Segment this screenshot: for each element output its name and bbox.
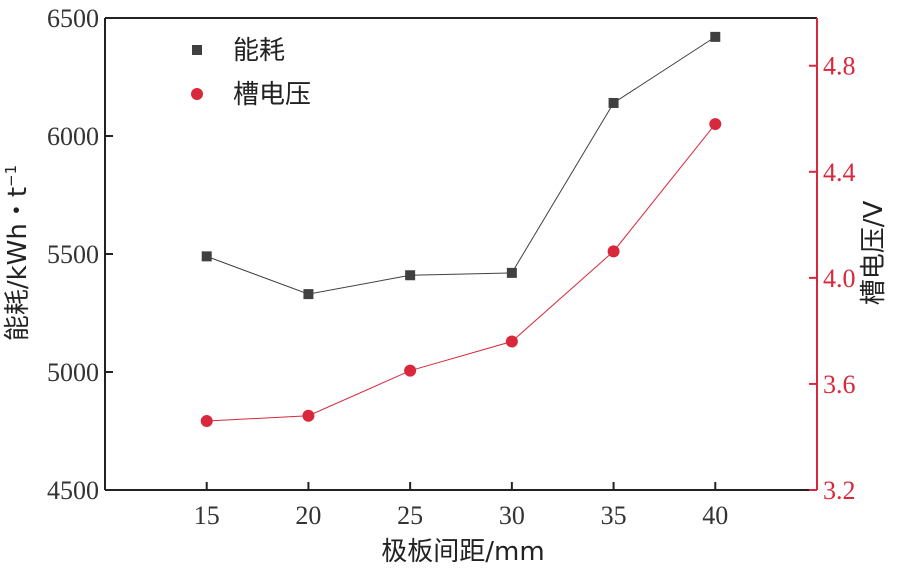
series-layer <box>200 31 722 428</box>
right-tick-label: 3.2 <box>823 476 856 505</box>
right-tick-label: 4.0 <box>823 264 856 293</box>
left-tick-label: 6000 <box>47 122 99 151</box>
voltage-series-line <box>206 123 716 422</box>
right-tick-label: 4.8 <box>823 52 856 81</box>
right-y-axis: 3.2 3.6 4.0 4.4 4.8 <box>809 18 856 505</box>
energy-series-line <box>206 36 716 295</box>
x-tick-label: 15 <box>194 501 220 530</box>
energy-data-point <box>608 97 619 108</box>
left-axis-title-group: 能耗/kWh・t−1 <box>2 165 33 341</box>
voltage-data-point <box>404 364 417 377</box>
voltage-data-point <box>709 118 722 131</box>
x-tick-label: 40 <box>702 501 728 530</box>
voltage-data-point <box>302 409 315 422</box>
x-tick-label: 20 <box>295 501 321 530</box>
energy-data-point <box>710 31 721 42</box>
left-axis-title: 能耗/kWh・t−1 <box>2 165 33 341</box>
x-axis-title: 极板间距/mm <box>381 537 544 567</box>
left-tick-label: 5500 <box>47 240 99 269</box>
legend-voltage-marker <box>191 88 203 100</box>
left-y-axis: 4500 5000 5500 6000 6500 <box>47 4 113 505</box>
voltage-data-point <box>200 415 213 428</box>
x-tick-label: 30 <box>499 501 525 530</box>
left-axis-title-superscript: −1 <box>2 165 20 187</box>
right-tick-label: 4.4 <box>823 158 856 187</box>
energy-data-point <box>506 267 517 278</box>
energy-data-point <box>201 251 212 262</box>
left-tick-label: 5000 <box>47 358 99 387</box>
left-tick-label: 6500 <box>47 4 99 33</box>
energy-data-point <box>303 289 314 300</box>
x-axis: 15 20 25 30 35 40 <box>194 482 728 530</box>
plot-frame <box>105 17 817 491</box>
right-axis-title: 槽电压/V <box>859 201 889 306</box>
legend-energy-marker <box>192 45 202 55</box>
right-axis-title-group: 槽电压/V <box>859 201 889 306</box>
voltage-data-point <box>505 335 518 348</box>
right-tick-label: 3.6 <box>823 370 856 399</box>
legend-voltage-label: 槽电压 <box>233 80 311 110</box>
left-axis-title-main: 能耗/kWh・t <box>3 187 33 341</box>
voltage-data-point <box>607 245 620 258</box>
left-tick-label: 4500 <box>47 476 99 505</box>
energy-data-point <box>405 270 416 281</box>
x-tick-label: 25 <box>397 501 423 530</box>
legend-energy-label: 能耗 <box>233 36 285 66</box>
x-tick-label: 35 <box>601 501 627 530</box>
